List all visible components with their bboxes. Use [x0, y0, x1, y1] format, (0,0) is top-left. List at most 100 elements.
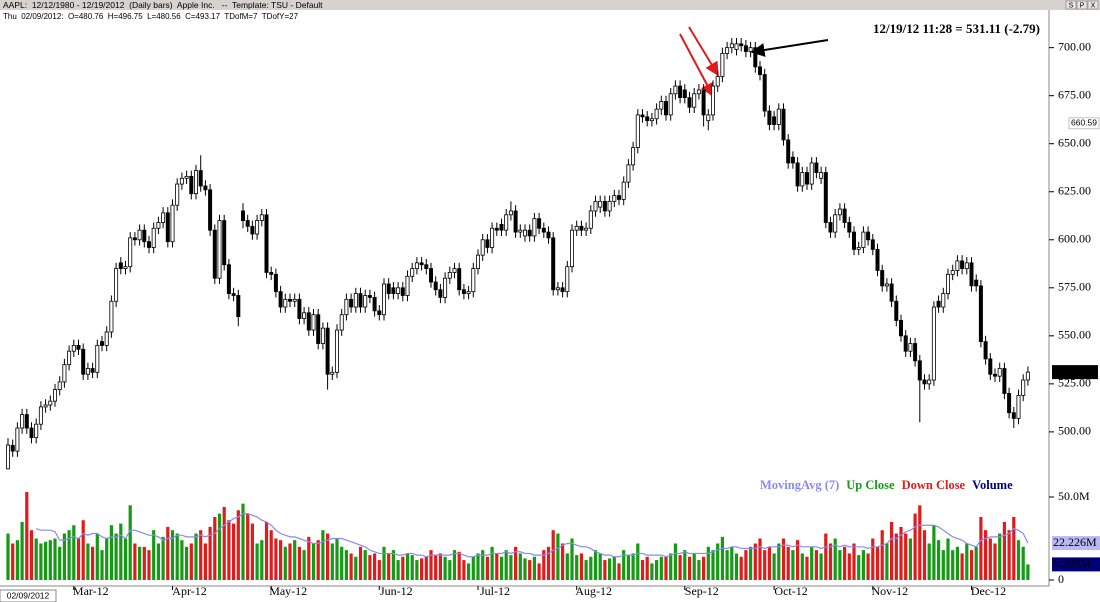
volume-bar: [509, 555, 513, 580]
candle-body: [24, 414, 29, 429]
candle-body: [612, 195, 617, 202]
candle-body: [574, 225, 579, 231]
window-button[interactable]: [1087, 0, 1099, 10]
candle-body: [320, 327, 325, 344]
candle-body: [85, 368, 90, 375]
volume-bar: [612, 556, 616, 580]
volume-bar: [833, 538, 837, 580]
window-button-label: X: [1091, 2, 1096, 9]
candle-body: [884, 283, 889, 287]
candle-body: [170, 204, 175, 243]
candle-body: [443, 277, 448, 298]
volume-bar: [283, 546, 287, 580]
volume-bar: [34, 538, 38, 580]
candle-body: [927, 379, 932, 385]
candle-body: [259, 214, 264, 221]
candle-body: [1021, 379, 1026, 396]
x-tick-label: Dec-12: [971, 584, 1006, 598]
volume-bar: [194, 533, 198, 580]
volume-bar: [495, 553, 499, 580]
candle-body: [880, 270, 885, 287]
window-button[interactable]: [1065, 0, 1077, 10]
volume-bar: [368, 555, 372, 580]
candle-body: [1007, 393, 1012, 414]
window-button[interactable]: [1076, 0, 1088, 10]
candle-body: [189, 175, 194, 195]
candle-body: [302, 312, 307, 319]
volume-bar: [650, 563, 654, 580]
legend-label: Up Close: [846, 478, 895, 492]
marker-box: [1068, 117, 1100, 130]
volume-bar: [382, 546, 386, 580]
candle-body: [297, 298, 302, 319]
volume-bar: [396, 560, 400, 580]
candle-body: [90, 368, 95, 373]
volume-bar: [138, 546, 142, 580]
volume-bar: [424, 556, 428, 580]
volume-bar: [180, 540, 184, 580]
volume-bar: [279, 540, 283, 580]
volume-bar: [128, 505, 132, 580]
candle-body: [598, 200, 603, 208]
candle-body: [875, 248, 880, 271]
candle-body: [852, 231, 857, 250]
candle-body: [151, 227, 156, 248]
candle-body: [278, 291, 283, 308]
value-label-box: [1052, 557, 1100, 572]
volume-bar: [344, 550, 348, 580]
volume-bar: [805, 556, 809, 580]
candle-body: [631, 147, 636, 166]
candle-body: [983, 341, 988, 360]
candle-body: [62, 364, 67, 383]
volume-bar: [166, 526, 170, 580]
volume-bar: [965, 543, 969, 580]
candle-body: [866, 231, 871, 241]
candle-body: [800, 172, 805, 187]
candle-body: [645, 116, 650, 122]
candle-body: [762, 74, 767, 112]
value-label: 22.226M: [1053, 535, 1097, 549]
candle-body: [570, 229, 575, 268]
volume-bar: [861, 550, 865, 580]
candle-body: [1011, 412, 1016, 419]
candle-body: [146, 241, 151, 248]
candle-body: [546, 231, 551, 239]
candle-body: [100, 341, 105, 346]
candle-body: [508, 210, 513, 216]
volume-bar: [678, 555, 682, 580]
volume-bar: [170, 530, 175, 580]
volume-bar: [608, 558, 612, 580]
volume-bar: [974, 546, 978, 580]
volume-bar: [6, 533, 10, 580]
volume-bar: [528, 560, 532, 580]
volume-bar: [702, 556, 706, 580]
candle-body: [461, 289, 466, 294]
volume-bar: [311, 543, 316, 580]
candle-body: [551, 237, 556, 291]
volume-bar: [777, 543, 781, 580]
volume-bar: [589, 556, 593, 580]
volume-bar: [349, 553, 353, 580]
volume-bar: [687, 556, 692, 580]
volume-bar: [725, 550, 729, 580]
volume-bar: [875, 546, 880, 580]
candle-body: [109, 300, 114, 333]
candle-body: [142, 229, 147, 243]
volume-bar: [241, 503, 245, 580]
volume-bar: [72, 525, 76, 580]
volume-bar: [485, 556, 489, 580]
volume-bar: [293, 540, 297, 580]
volume-bar: [819, 553, 823, 580]
volume-bar: [302, 550, 306, 580]
volume-bar: [401, 556, 405, 580]
candle-body: [161, 212, 166, 223]
volume-bar: [208, 526, 212, 580]
candle-body: [936, 300, 941, 308]
volume-bar: [1021, 546, 1025, 580]
candle-body: [95, 345, 100, 373]
x-tick-label: Aug-12: [575, 584, 612, 598]
volume-bar: [584, 560, 588, 580]
volume-bar: [48, 540, 52, 580]
last-price-box: [1052, 365, 1098, 380]
y-tick-label: 575.00: [1058, 280, 1091, 294]
